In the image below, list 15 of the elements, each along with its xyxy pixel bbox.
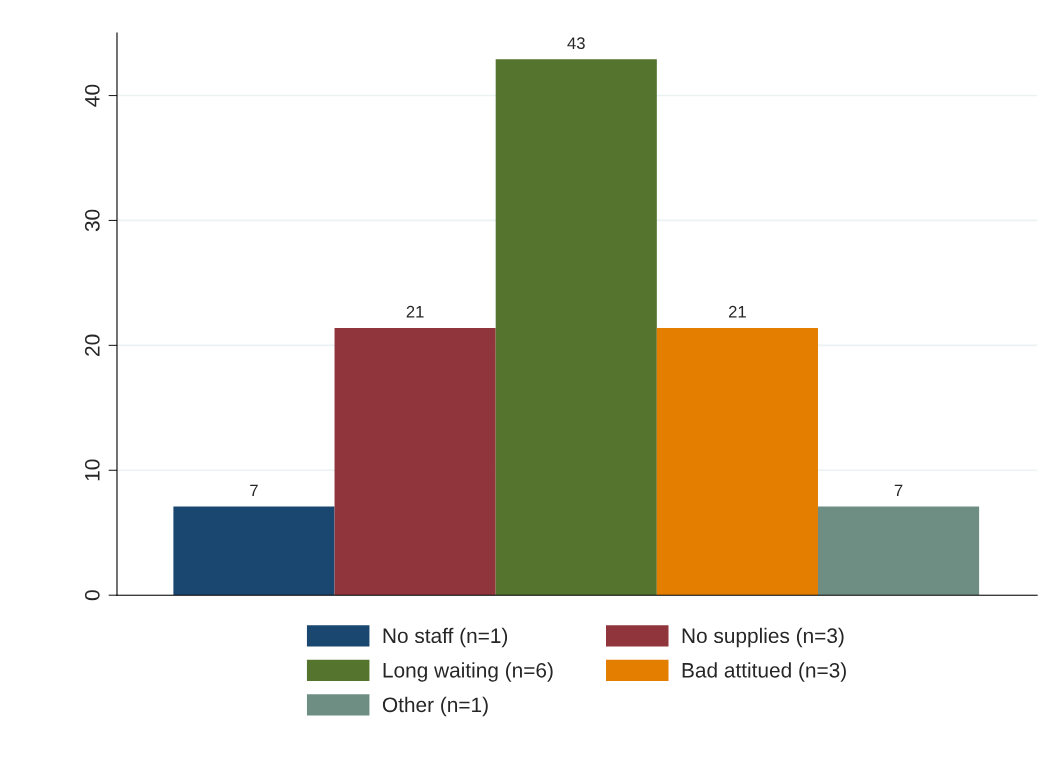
legend-label: Other (n=1) <box>382 696 488 717</box>
legend-label: No staff (n=1) <box>383 627 508 648</box>
y-tick-label: 30 <box>84 209 100 232</box>
y-tick-label: 0 <box>84 590 100 601</box>
data-label: 7 <box>250 484 258 497</box>
y-tick-label: 20 <box>84 334 100 356</box>
legend-label: Long waiting (n=6) <box>383 662 553 682</box>
legend-label: Bad attitued (n=3) <box>682 662 846 682</box>
legend-label: No supplies (n=3) <box>682 627 844 648</box>
y-tick-label: 40 <box>84 84 100 107</box>
data-label: 21 <box>728 305 746 318</box>
data-label: 7 <box>894 484 903 497</box>
data-label: 43 <box>567 37 585 50</box>
data-label: 21 <box>406 305 424 318</box>
y-tick-label: 10 <box>84 459 100 481</box>
